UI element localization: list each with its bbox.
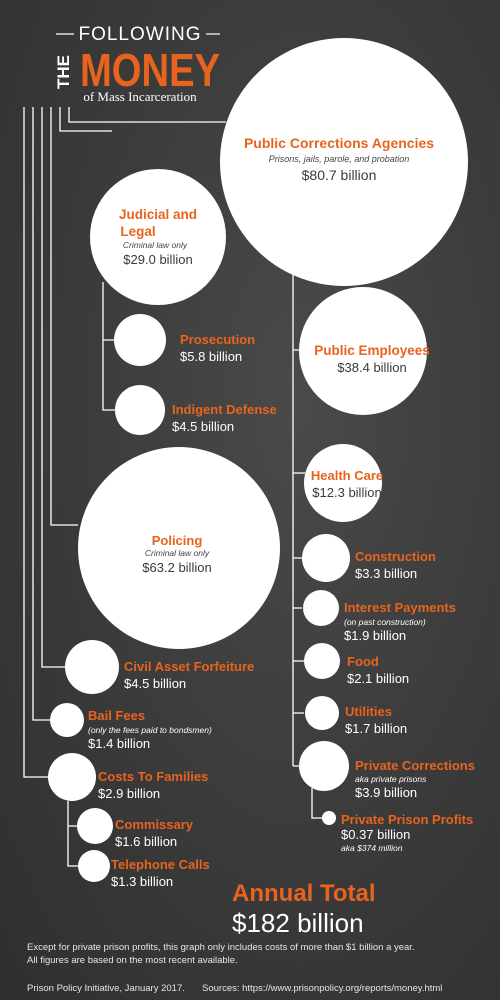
bubble-private-prison-profits [322, 811, 336, 825]
bubble-public-corrections [220, 38, 468, 286]
annual-total-amount: $182 billion [232, 908, 364, 938]
footer-note-line2: All figures are based on the most recent… [27, 955, 238, 966]
footer-credit: Prison Policy Initiative, January 2017. [27, 983, 185, 994]
amount-telephone-calls: $1.3 billion [111, 874, 173, 889]
connector-costs-families [23, 107, 49, 778]
label-civil-asset-forfeiture: Civil Asset Forfeiture [124, 659, 254, 674]
bubble-costs-to-families [48, 753, 96, 801]
amount-public-employees: $38.4 billion [337, 360, 406, 375]
bubble-civil-asset-forfeiture [65, 640, 119, 694]
note-private-corrections: aka private prisons [355, 774, 427, 784]
title-the: THE [54, 55, 73, 89]
label-commissary: Commissary [115, 817, 194, 832]
bubble-health-care [304, 444, 382, 522]
label-food: Food [347, 654, 379, 669]
annual-total: Annual Total $182 billion [232, 880, 376, 938]
tree-connectors [23, 107, 322, 867]
label-utilities: Utilities [345, 704, 392, 719]
annual-total-label: Annual Total [232, 880, 376, 907]
label-prosecution: Prosecution [180, 332, 255, 347]
bubble-indigent-defense [115, 385, 165, 435]
amount-judicial-legal: $29.0 billion [123, 252, 192, 267]
connector-private-profits [311, 788, 322, 819]
label-private-prison-profits: Private Prison Profits [341, 812, 473, 827]
label-construction: Construction [355, 549, 436, 564]
bubble-food [304, 643, 340, 679]
amount-indigent-defense: $4.5 billion [172, 419, 234, 434]
connector-judicial-legal [59, 107, 112, 132]
amount-private-prison-profits: $0.37 billion [341, 827, 410, 842]
connector-policing [50, 107, 78, 526]
note-private-prison-profits: aka $374 million [341, 843, 403, 853]
bubble-prosecution [114, 314, 166, 366]
label-health-care: Health Care [311, 468, 383, 483]
bubble-interest-payments [303, 590, 339, 626]
bubble-policing [78, 447, 280, 649]
connector-judicial-children [102, 282, 115, 411]
footer: Except for private prison profits, this … [27, 942, 442, 994]
bubble-public-employees [299, 287, 427, 415]
title-subtitle: of Mass Incarceration [83, 89, 197, 104]
bubble-commissary [77, 808, 113, 844]
amount-interest-payments: $1.9 billion [344, 628, 406, 643]
title-money: MONEY [80, 44, 220, 96]
amount-bail-fees: $1.4 billion [88, 736, 150, 751]
bubble-utilities [305, 696, 339, 730]
label-policing: Policing [152, 533, 203, 548]
title-block: FOLLOWING THE MONEY of Mass Incarceratio… [54, 24, 220, 104]
amount-civil-asset-forfeiture: $4.5 billion [124, 676, 186, 691]
amount-policing: $63.2 billion [142, 560, 211, 575]
bubbles [48, 38, 468, 882]
note-judicial-legal: Criminal law only [123, 240, 188, 250]
footer-sources: Sources: https://www.prisonpolicy.org/re… [202, 983, 442, 994]
label-public-employees: Public Employees [314, 343, 430, 358]
amount-food: $2.1 billion [347, 671, 409, 686]
label-costs-to-families: Costs To Families [98, 769, 208, 784]
amount-construction: $3.3 billion [355, 566, 417, 581]
bubble-bail-fees [50, 703, 84, 737]
bubble-telephone-calls [78, 850, 110, 882]
title-following: FOLLOWING [78, 24, 201, 45]
label-interest-payments: Interest Payments [344, 600, 456, 615]
label-judicial-legal-line1: Judicial and [119, 207, 197, 222]
note-policing: Criminal law only [145, 548, 210, 558]
bubble-private-corrections [299, 741, 349, 791]
note-interest-payments: (on past construction) [344, 617, 426, 627]
connector-bail-fees [32, 107, 51, 721]
label-bail-fees: Bail Fees [88, 708, 145, 723]
label-indigent-defense: Indigent Defense [172, 402, 277, 417]
amount-prosecution: $5.8 billion [180, 349, 242, 364]
note-bail-fees: (only the fees paid to bondsmen) [88, 725, 212, 735]
connector-families-children [67, 801, 78, 867]
connector-corrections-children [292, 258, 305, 767]
amount-health-care: $12.3 billion [312, 485, 381, 500]
amount-private-corrections: $3.9 billion [355, 785, 417, 800]
label-private-corrections: Private Corrections [355, 758, 475, 773]
amount-costs-to-families: $2.9 billion [98, 786, 160, 801]
bubble-judicial-legal [90, 169, 226, 305]
label-public-corrections: Public Corrections Agencies [244, 135, 434, 151]
label-judicial-legal-line2: Legal [120, 224, 155, 239]
amount-utilities: $1.7 billion [345, 721, 407, 736]
note-public-corrections: Prisons, jails, parole, and probation [269, 154, 410, 164]
connector-public-corrections [68, 107, 226, 123]
bubble-labels: Public Corrections Agencies Prisons, jai… [88, 135, 475, 889]
label-telephone-calls: Telephone Calls [111, 857, 210, 872]
amount-public-corrections: $80.7 billion [302, 167, 377, 183]
bubble-construction [302, 534, 350, 582]
connector-civil-asset [41, 107, 66, 668]
amount-commissary: $1.6 billion [115, 834, 177, 849]
footer-note-line1: Except for private prison profits, this … [27, 942, 415, 953]
